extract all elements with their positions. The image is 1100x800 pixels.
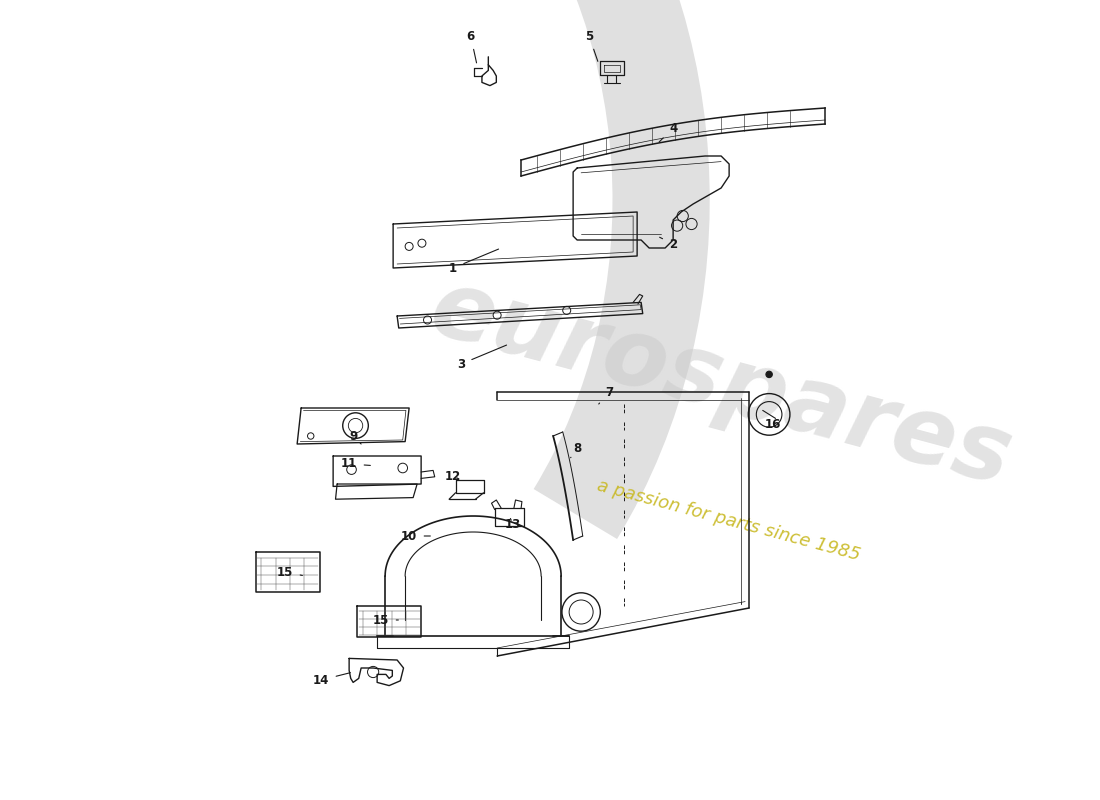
Text: 4: 4 xyxy=(659,122,678,142)
Text: 9: 9 xyxy=(349,430,361,444)
Text: 1: 1 xyxy=(449,249,498,274)
Text: 15: 15 xyxy=(373,614,398,626)
Text: 3: 3 xyxy=(458,345,507,370)
Text: 14: 14 xyxy=(312,673,351,686)
Text: 7: 7 xyxy=(598,386,613,404)
Text: 6: 6 xyxy=(466,30,476,63)
Circle shape xyxy=(766,371,772,378)
Text: 15: 15 xyxy=(277,566,302,578)
Text: a passion for parts since 1985: a passion for parts since 1985 xyxy=(595,476,862,564)
Text: 16: 16 xyxy=(764,418,781,430)
Text: 10: 10 xyxy=(402,530,430,542)
Text: 2: 2 xyxy=(660,238,678,250)
Text: eurospares: eurospares xyxy=(420,262,1022,506)
Text: 11: 11 xyxy=(341,458,371,470)
Text: 12: 12 xyxy=(446,470,461,482)
Text: 5: 5 xyxy=(585,30,597,62)
Text: 8: 8 xyxy=(571,442,581,458)
Text: 13: 13 xyxy=(505,518,521,530)
